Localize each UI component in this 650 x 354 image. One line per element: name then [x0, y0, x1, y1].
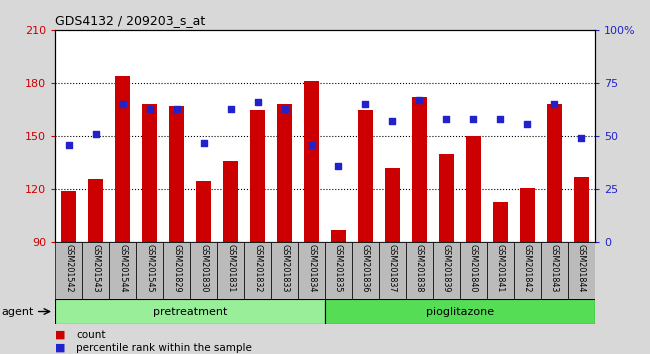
- Bar: [385, 168, 400, 242]
- Bar: [493, 202, 508, 242]
- Bar: [169, 106, 184, 242]
- Bar: [325, 242, 352, 299]
- Point: [576, 136, 586, 141]
- Point: [306, 142, 317, 148]
- Text: ■: ■: [55, 343, 66, 353]
- Text: GSM201544: GSM201544: [118, 244, 127, 293]
- Bar: [250, 110, 265, 242]
- Bar: [163, 242, 190, 299]
- Point: [280, 106, 290, 112]
- Text: GSM201841: GSM201841: [496, 244, 505, 292]
- Point: [333, 163, 344, 169]
- Bar: [331, 230, 346, 242]
- Text: GSM201843: GSM201843: [550, 244, 559, 292]
- Bar: [487, 242, 514, 299]
- Text: ■: ■: [55, 330, 66, 339]
- Bar: [358, 110, 373, 242]
- Text: GSM201542: GSM201542: [64, 244, 73, 293]
- Bar: [109, 242, 136, 299]
- Text: GSM201833: GSM201833: [280, 244, 289, 292]
- Text: GSM201831: GSM201831: [226, 244, 235, 292]
- Bar: [277, 104, 292, 242]
- Text: GSM201545: GSM201545: [145, 244, 154, 293]
- Point: [226, 106, 236, 112]
- Bar: [244, 242, 271, 299]
- Text: pioglitazone: pioglitazone: [426, 307, 494, 316]
- Bar: [460, 242, 487, 299]
- Text: GSM201834: GSM201834: [307, 244, 316, 292]
- Bar: [190, 242, 217, 299]
- Text: GSM201835: GSM201835: [334, 244, 343, 293]
- Bar: [136, 242, 163, 299]
- Text: GSM201836: GSM201836: [361, 244, 370, 292]
- Bar: [541, 242, 568, 299]
- Bar: [217, 242, 244, 299]
- Point: [172, 106, 182, 112]
- Point: [118, 102, 128, 107]
- Point: [468, 116, 478, 122]
- Bar: [304, 81, 319, 242]
- Bar: [115, 76, 130, 242]
- Bar: [433, 242, 460, 299]
- Text: GSM201837: GSM201837: [388, 244, 397, 293]
- Point: [495, 116, 506, 122]
- Text: percentile rank within the sample: percentile rank within the sample: [76, 343, 252, 353]
- Text: GSM201830: GSM201830: [199, 244, 208, 292]
- Point: [522, 121, 532, 126]
- Bar: [142, 104, 157, 242]
- Text: GSM201838: GSM201838: [415, 244, 424, 292]
- Bar: [520, 188, 535, 242]
- Point: [549, 102, 560, 107]
- Bar: [352, 242, 379, 299]
- Bar: [568, 242, 595, 299]
- Text: GSM201839: GSM201839: [442, 244, 451, 293]
- Point: [198, 140, 209, 145]
- Bar: [439, 154, 454, 242]
- Bar: [406, 242, 433, 299]
- Bar: [223, 161, 238, 242]
- Bar: [55, 299, 325, 324]
- Bar: [271, 242, 298, 299]
- Text: GDS4132 / 209203_s_at: GDS4132 / 209203_s_at: [55, 14, 205, 27]
- Bar: [466, 136, 481, 242]
- Text: agent: agent: [1, 307, 34, 316]
- Bar: [379, 242, 406, 299]
- Point: [360, 102, 370, 107]
- Point: [90, 131, 101, 137]
- Text: GSM201543: GSM201543: [91, 244, 100, 293]
- Bar: [325, 299, 595, 324]
- Text: pretreatment: pretreatment: [153, 307, 228, 316]
- Bar: [82, 242, 109, 299]
- Point: [252, 99, 263, 105]
- Bar: [61, 191, 76, 242]
- Point: [441, 116, 452, 122]
- Text: GSM201842: GSM201842: [523, 244, 532, 293]
- Bar: [412, 97, 427, 242]
- Bar: [298, 242, 325, 299]
- Bar: [55, 242, 83, 299]
- Point: [414, 97, 424, 103]
- Text: GSM201840: GSM201840: [469, 244, 478, 292]
- Bar: [547, 104, 562, 242]
- Bar: [196, 181, 211, 242]
- Point: [64, 142, 74, 148]
- Bar: [514, 242, 541, 299]
- Point: [387, 119, 398, 124]
- Text: GSM201829: GSM201829: [172, 244, 181, 293]
- Point: [144, 106, 155, 112]
- Text: GSM201832: GSM201832: [253, 244, 262, 293]
- Text: count: count: [76, 330, 105, 339]
- Bar: [574, 177, 589, 242]
- Text: GSM201844: GSM201844: [577, 244, 586, 292]
- Bar: [88, 179, 103, 242]
